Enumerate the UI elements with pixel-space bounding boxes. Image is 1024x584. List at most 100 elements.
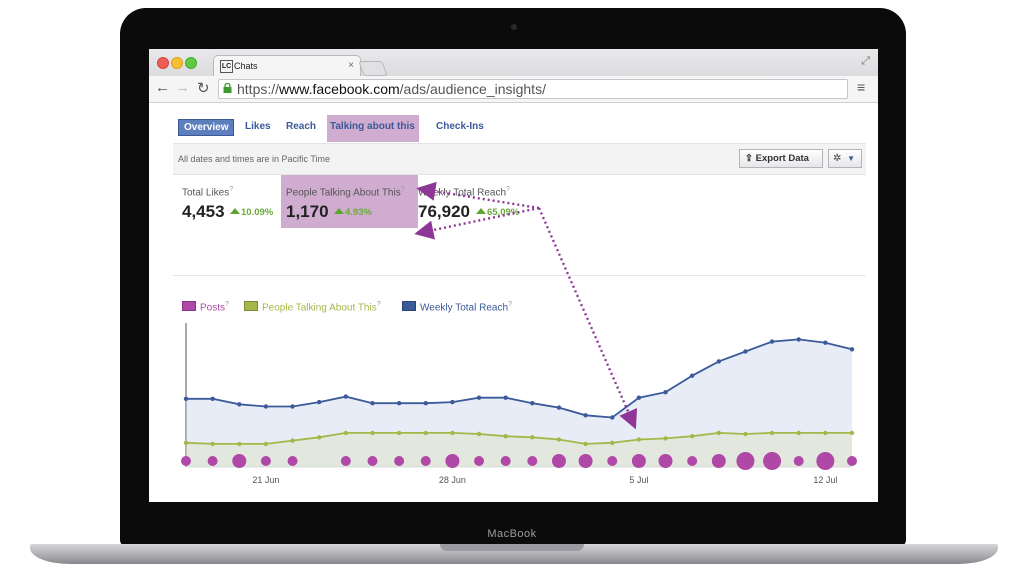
- people-talking-about-this-point: [610, 440, 615, 445]
- weekly-total-reach-point: [450, 399, 455, 405]
- people-talking-about-this-point: [183, 440, 189, 445]
- posts-point: [607, 456, 618, 466]
- url-text: https://www.facebook.com/ads/audience_in…: [237, 80, 546, 98]
- forward-icon[interactable]: →: [175, 79, 190, 96]
- legend-swatch: [402, 301, 416, 312]
- people-talking-about-this-point: [423, 430, 428, 436]
- settings-dropdown-button[interactable]: ✲ ▼: [828, 149, 862, 168]
- tab-favicon-icon: LC: [220, 60, 233, 73]
- posts-point: [578, 454, 593, 468]
- reload-icon[interactable]: ↻: [197, 80, 210, 97]
- url-domain: www.facebook.com: [279, 81, 400, 97]
- weekly-total-reach-point: [610, 415, 615, 420]
- posts-point: [687, 456, 698, 466]
- weekly-total-reach-line: [186, 338, 853, 419]
- people-talking-about-this-point: [396, 430, 402, 436]
- x-tick-label: 28 Jun: [439, 475, 466, 485]
- weekly-total-reach-point: [423, 401, 428, 406]
- people-talking-about-this-point: [237, 441, 242, 447]
- tab-check-ins[interactable]: Check-Ins: [436, 121, 484, 132]
- window-minimize-button[interactable]: [171, 57, 183, 69]
- legend-swatch: [182, 301, 196, 312]
- webcam-icon: [511, 24, 517, 30]
- info-bar: All dates and times are in Pacific Time …: [173, 143, 866, 175]
- new-tab-button[interactable]: [358, 61, 388, 76]
- line-chart: 21 Jun 28 Jun 5 Jul 12 Jul: [181, 181, 857, 485]
- people-talking-about-this-point: [583, 441, 588, 447]
- legend-weekly-reach[interactable]: Weekly Total Reach?: [402, 301, 512, 313]
- posts-point: [658, 454, 673, 468]
- people-talking-about-this-point: [689, 434, 695, 439]
- fullscreen-icon[interactable]: ⤢: [861, 55, 870, 67]
- url-path: /ads/audience_insights/: [399, 81, 546, 97]
- weekly-total-reach-point: [396, 401, 402, 406]
- weekly-total-reach-point: [503, 395, 508, 400]
- people-talking-about-this-point: [663, 436, 668, 441]
- posts-point: [500, 456, 511, 466]
- device-brand: MacBook: [487, 528, 537, 540]
- people-talking-about-this-point: [636, 437, 642, 442]
- weekly-total-reach-area: [186, 339, 852, 467]
- posts-point: [232, 454, 247, 468]
- people-talking-about-this-point: [743, 431, 748, 437]
- browser-toolbar: ← → ↻ https://www.facebook.com/ads/audie…: [149, 76, 878, 103]
- people-talking-about-this-point: [343, 430, 349, 436]
- weekly-total-reach-point: [689, 373, 695, 378]
- people-talking-about-this-area: [186, 432, 852, 467]
- tab-likes[interactable]: Likes: [245, 121, 271, 132]
- people-talking-about-this-point: [796, 430, 801, 436]
- tab-overview[interactable]: Overview: [178, 119, 235, 136]
- window-close-button[interactable]: [157, 57, 169, 69]
- weekly-total-reach-point: [849, 347, 855, 352]
- address-bar[interactable]: https://www.facebook.com/ads/audience_in…: [218, 79, 848, 99]
- legend-posts[interactable]: Posts?: [182, 301, 229, 313]
- screen: LC Chats × ⤢ ← → ↻ https://www.facebook.…: [149, 49, 878, 502]
- menu-icon[interactable]: ≡: [857, 79, 866, 95]
- stat-total-likes-change: 10.09%: [230, 207, 273, 218]
- tab-talking-about-this[interactable]: Talking about this: [330, 121, 415, 132]
- weekly-total-reach-point: [370, 401, 375, 406]
- posts-point: [340, 456, 351, 466]
- insights-page: Overview Likes Reach Talking about this …: [149, 103, 878, 502]
- people-talking-about-this-point: [503, 434, 508, 439]
- x-tick-label: 12 Jul: [813, 475, 837, 485]
- legend-swatch: [244, 301, 258, 312]
- weekly-total-reach-point: [796, 337, 801, 342]
- browser-tab-bar: LC Chats × ⤢: [149, 49, 878, 77]
- posts-point: [631, 454, 646, 468]
- posts-point: [181, 456, 191, 466]
- back-icon[interactable]: ←: [155, 79, 170, 96]
- annotation-arrow-chart: [537, 207, 638, 430]
- talking-stat-highlight: [281, 174, 418, 228]
- people-talking-about-this-point: [450, 430, 455, 436]
- annotation-arrow-stat: [414, 206, 540, 240]
- weekly-total-reach-point: [716, 359, 721, 364]
- people-talking-about-this-point: [317, 435, 322, 440]
- timezone-note: All dates and times are in Pacific Time: [178, 154, 331, 164]
- export-icon: ⇪: [745, 153, 753, 164]
- export-data-button[interactable]: ⇪ Export Data: [739, 149, 823, 168]
- posts-point: [736, 452, 755, 470]
- weekly-total-reach-point: [343, 394, 349, 399]
- people-talking-about-this-point: [290, 438, 295, 443]
- people-talking-about-this-point: [716, 430, 721, 436]
- weekly-total-reach-point: [317, 399, 322, 405]
- legend-people-talking[interactable]: People Talking About This?: [244, 301, 381, 313]
- weekly-total-reach-point: [237, 402, 242, 407]
- posts-point: [445, 454, 460, 468]
- x-tick-label: 5 Jul: [629, 475, 648, 485]
- tab-reach[interactable]: Reach: [286, 121, 317, 132]
- up-arrow-icon: [334, 208, 344, 214]
- browser-tab[interactable]: LC Chats ×: [213, 55, 361, 77]
- tab-close-icon[interactable]: ×: [348, 60, 354, 71]
- window-maximize-button[interactable]: [185, 57, 197, 69]
- posts-point: [420, 456, 431, 466]
- weekly-total-reach-point: [556, 405, 562, 410]
- people-talking-about-this-point: [210, 441, 215, 447]
- weekly-total-reach-point: [183, 396, 189, 401]
- posts-point: [394, 456, 405, 466]
- weekly-total-reach-point: [743, 349, 748, 354]
- weekly-total-reach-point: [663, 390, 668, 395]
- people-talking-about-this-point: [370, 430, 375, 436]
- weekly-total-reach-point: [823, 340, 828, 345]
